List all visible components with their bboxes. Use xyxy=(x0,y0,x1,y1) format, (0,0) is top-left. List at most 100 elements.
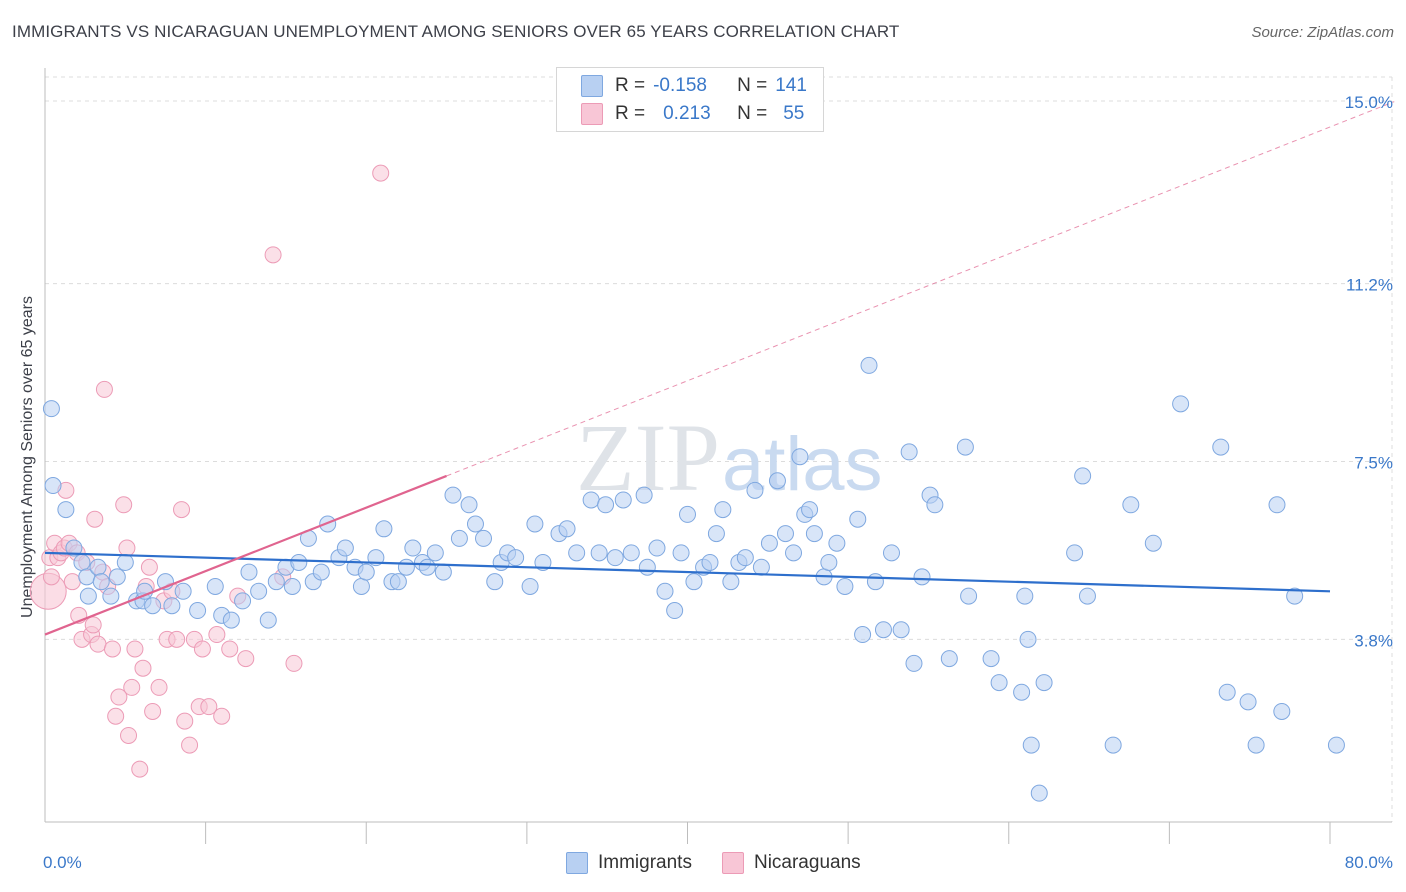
nicaraguans-point[interactable] xyxy=(108,708,124,724)
immigrants-point[interactable] xyxy=(251,583,267,599)
immigrants-point[interactable] xyxy=(941,651,957,667)
immigrants-point[interactable] xyxy=(680,506,696,522)
immigrants-point[interactable] xyxy=(792,449,808,465)
nicaraguans-point[interactable] xyxy=(238,651,254,667)
immigrants-point[interactable] xyxy=(821,554,837,570)
nicaraguans-point[interactable] xyxy=(127,641,143,657)
immigrants-point[interactable] xyxy=(1020,631,1036,647)
immigrants-point[interactable] xyxy=(583,492,599,508)
immigrants-point[interactable] xyxy=(615,492,631,508)
immigrants-point[interactable] xyxy=(802,502,818,518)
nicaraguans-point[interactable] xyxy=(182,737,198,753)
immigrants-point[interactable] xyxy=(235,593,251,609)
immigrants-point[interactable] xyxy=(223,612,239,628)
immigrants-point[interactable] xyxy=(1269,497,1285,513)
immigrants-point[interactable] xyxy=(855,627,871,643)
immigrants-point[interactable] xyxy=(1105,737,1121,753)
immigrants-point[interactable] xyxy=(598,497,614,513)
nicaraguans-point[interactable] xyxy=(135,660,151,676)
immigrants-point[interactable] xyxy=(914,569,930,585)
immigrants-point[interactable] xyxy=(927,497,943,513)
immigrants-point[interactable] xyxy=(569,545,585,561)
immigrants-point[interactable] xyxy=(867,574,883,590)
nicaraguans-point[interactable] xyxy=(132,761,148,777)
immigrants-point[interactable] xyxy=(737,550,753,566)
immigrants-point[interactable] xyxy=(451,530,467,546)
nicaraguans-point[interactable] xyxy=(373,165,389,181)
immigrants-point[interactable] xyxy=(1328,737,1344,753)
immigrants-point[interactable] xyxy=(883,545,899,561)
immigrants-point[interactable] xyxy=(961,588,977,604)
immigrants-point[interactable] xyxy=(103,588,119,604)
legend-item-nicaraguans[interactable]: Nicaraguans xyxy=(722,852,861,874)
immigrants-point[interactable] xyxy=(747,482,763,498)
immigrants-point[interactable] xyxy=(1240,694,1256,710)
immigrants-point[interactable] xyxy=(1023,737,1039,753)
immigrants-point[interactable] xyxy=(353,578,369,594)
immigrants-point[interactable] xyxy=(723,574,739,590)
immigrants-point[interactable] xyxy=(702,554,718,570)
immigrants-point[interactable] xyxy=(419,559,435,575)
nicaraguans-point[interactable] xyxy=(169,631,185,647)
immigrants-point[interactable] xyxy=(74,554,90,570)
immigrants-point[interactable] xyxy=(893,622,909,638)
immigrants-point[interactable] xyxy=(260,612,276,628)
immigrants-point[interactable] xyxy=(607,550,623,566)
immigrants-point[interactable] xyxy=(427,545,443,561)
immigrants-point[interactable] xyxy=(164,598,180,614)
immigrants-point[interactable] xyxy=(1219,684,1235,700)
immigrants-point[interactable] xyxy=(686,574,702,590)
immigrants-point[interactable] xyxy=(90,559,106,575)
immigrants-point[interactable] xyxy=(957,439,973,455)
immigrants-point[interactable] xyxy=(829,535,845,551)
nicaraguans-point[interactable] xyxy=(174,502,190,518)
immigrants-point[interactable] xyxy=(1173,396,1189,412)
immigrants-point[interactable] xyxy=(522,578,538,594)
immigrants-point[interactable] xyxy=(1031,785,1047,801)
immigrants-point[interactable] xyxy=(623,545,639,561)
immigrants-point[interactable] xyxy=(476,530,492,546)
immigrants-point[interactable] xyxy=(861,357,877,373)
immigrants-point[interactable] xyxy=(80,588,96,604)
immigrants-point[interactable] xyxy=(358,564,374,580)
nicaraguans-point[interactable] xyxy=(43,569,59,585)
immigrants-point[interactable] xyxy=(837,578,853,594)
immigrants-point[interactable] xyxy=(1248,737,1264,753)
immigrants-point[interactable] xyxy=(487,574,503,590)
immigrants-point[interactable] xyxy=(875,622,891,638)
immigrants-point[interactable] xyxy=(559,521,575,537)
immigrants-point[interactable] xyxy=(983,651,999,667)
nicaraguans-point[interactable] xyxy=(222,641,238,657)
immigrants-point[interactable] xyxy=(708,526,724,542)
immigrants-point[interactable] xyxy=(906,655,922,671)
nicaraguans-point[interactable] xyxy=(286,655,302,671)
immigrants-point[interactable] xyxy=(58,502,74,518)
nicaraguans-point[interactable] xyxy=(85,617,101,633)
immigrants-point[interactable] xyxy=(769,473,785,489)
immigrants-point[interactable] xyxy=(1123,497,1139,513)
immigrants-point[interactable] xyxy=(376,521,392,537)
immigrants-point[interactable] xyxy=(673,545,689,561)
immigrants-point[interactable] xyxy=(667,603,683,619)
immigrants-point[interactable] xyxy=(901,444,917,460)
legend-item-immigrants[interactable]: Immigrants xyxy=(566,852,692,874)
immigrants-point[interactable] xyxy=(649,540,665,556)
immigrants-point[interactable] xyxy=(636,487,652,503)
immigrants-point[interactable] xyxy=(777,526,793,542)
immigrants-point[interactable] xyxy=(1213,439,1229,455)
immigrants-point[interactable] xyxy=(1145,535,1161,551)
immigrants-point[interactable] xyxy=(284,578,300,594)
immigrants-point[interactable] xyxy=(806,526,822,542)
immigrants-point[interactable] xyxy=(508,550,524,566)
immigrants-point[interactable] xyxy=(117,554,133,570)
immigrants-point[interactable] xyxy=(390,574,406,590)
nicaraguans-point[interactable] xyxy=(194,641,210,657)
immigrants-point[interactable] xyxy=(753,559,769,575)
immigrants-point[interactable] xyxy=(45,478,61,494)
nicaraguans-point[interactable] xyxy=(265,247,281,263)
immigrants-point[interactable] xyxy=(1017,588,1033,604)
immigrants-point[interactable] xyxy=(1014,684,1030,700)
immigrants-point[interactable] xyxy=(461,497,477,513)
immigrants-point[interactable] xyxy=(337,540,353,556)
immigrants-point[interactable] xyxy=(93,574,109,590)
